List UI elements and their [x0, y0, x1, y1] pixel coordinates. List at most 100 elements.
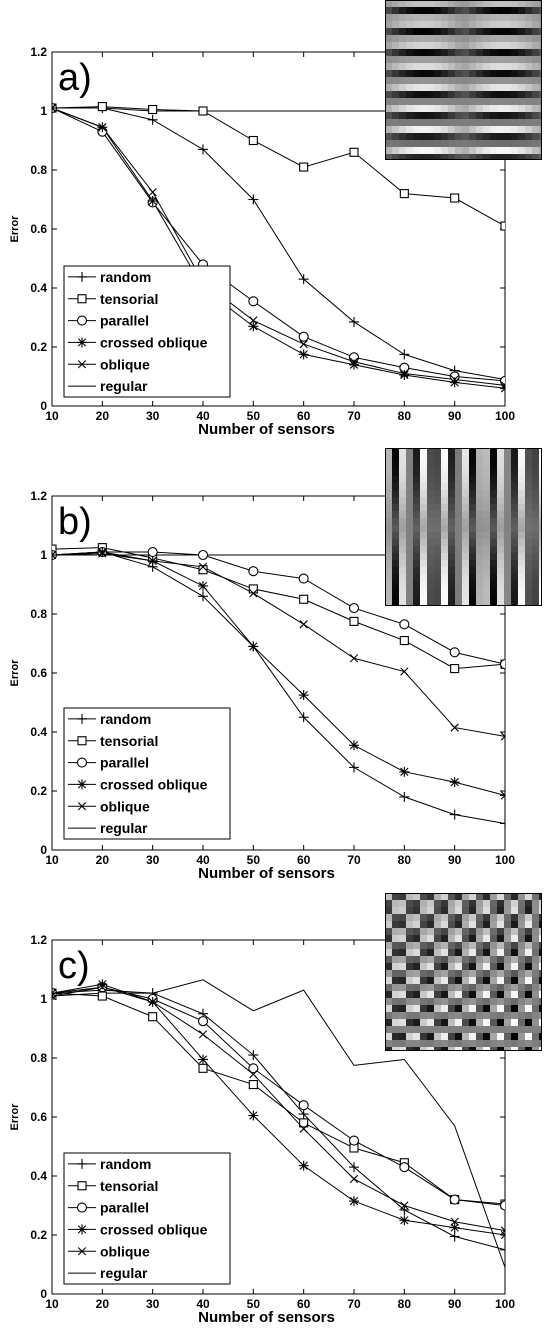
y-tick-label: 1.2	[30, 933, 47, 947]
x-tick-label: 30	[146, 853, 160, 867]
data-point-tensorial	[299, 162, 309, 172]
data-point-random	[198, 144, 208, 155]
data-point-tensorial	[299, 1118, 309, 1128]
data-point-tensorial	[349, 147, 359, 157]
inset-pattern-image	[385, 893, 542, 1051]
data-point-crossed-oblique	[399, 766, 410, 777]
x-tick-label: 10	[45, 409, 59, 423]
data-point-oblique	[400, 369, 409, 378]
data-point-oblique	[500, 732, 505, 741]
data-point-tensorial	[349, 616, 359, 626]
data-point-oblique	[249, 316, 258, 325]
y-tick-label: 0	[40, 843, 47, 857]
data-point-parallel	[449, 647, 460, 658]
x-tick-label: 40	[196, 409, 210, 423]
legend-label: oblique	[100, 798, 150, 814]
data-point-parallel	[499, 375, 505, 386]
x-tick-label: 60	[297, 1297, 311, 1311]
legend-label: tensorial	[100, 1178, 158, 1194]
data-point-tensorial	[248, 135, 258, 146]
data-point-crossed-oblique	[449, 1222, 460, 1233]
data-point-tensorial	[52, 544, 57, 554]
x-tick-label: 100	[495, 409, 515, 423]
y-tick-label: 0.2	[30, 1228, 47, 1242]
legend-marker	[76, 315, 88, 326]
data-point-parallel	[348, 1135, 360, 1146]
data-point-random	[399, 349, 410, 360]
chart-panel: 10 20 30 40 50 60 70 80 90 100 0 0.2 0.4 0.6 0.8 1 1.2 Nu…	[9, 45, 515, 438]
legend-item: tensorial	[68, 291, 158, 307]
panel-label: b)	[58, 501, 92, 543]
legend-item: random	[68, 1156, 151, 1172]
series-line-tensorial	[52, 992, 505, 1205]
data-point-parallel	[248, 566, 259, 577]
legend-item: tensorial	[68, 733, 158, 749]
legend-label: crossed oblique	[100, 776, 208, 792]
y-tick-label: 0	[40, 399, 47, 413]
y-axis-label: Error	[9, 215, 21, 243]
x-tick-label: 10	[45, 1297, 59, 1311]
data-point-oblique	[52, 550, 57, 560]
series-line-oblique	[52, 986, 505, 1232]
data-point-parallel	[147, 546, 158, 558]
legend-label: random	[100, 269, 151, 285]
x-tick-label: 30	[146, 1297, 160, 1311]
data-point-random	[198, 591, 208, 602]
y-tick-label: 1.2	[30, 45, 47, 59]
series-line-tensorial	[52, 106, 505, 227]
series-line-random	[52, 551, 505, 824]
data-point-random	[147, 114, 158, 125]
x-tick-label: 40	[196, 1297, 210, 1311]
y-tick-label: 1	[40, 548, 47, 562]
legend-label: parallel	[100, 755, 149, 771]
data-point-random	[248, 194, 259, 205]
y-axis-label: Error	[9, 659, 21, 687]
data-point-tensorial	[148, 104, 158, 115]
data-point-oblique	[198, 562, 208, 571]
data-point-oblique	[299, 1124, 308, 1133]
inset-pattern-image	[385, 448, 542, 606]
data-point-parallel	[399, 619, 410, 630]
legend-label: crossed oblique	[100, 1221, 208, 1237]
y-tick-label: 0.2	[30, 340, 47, 354]
x-tick-label: 20	[96, 853, 110, 867]
data-point-crossed-oblique	[298, 1160, 309, 1171]
data-point-random	[399, 791, 410, 802]
data-point-crossed-oblique	[500, 790, 505, 801]
x-tick-label: 100	[495, 853, 515, 867]
data-point-random	[500, 1244, 505, 1255]
y-tick-label: 0.4	[30, 1169, 47, 1183]
data-point-oblique	[98, 549, 107, 558]
x-tick-label: 50	[247, 853, 261, 867]
data-point-random	[349, 1162, 359, 1173]
x-tick-label: 20	[96, 409, 110, 423]
data-point-tensorial	[148, 1012, 158, 1022]
data-point-random	[500, 818, 505, 829]
series-line-crossed-oblique	[52, 551, 505, 796]
legend-item: regular	[68, 1265, 148, 1281]
series-line-oblique	[52, 553, 505, 737]
data-point-parallel	[499, 659, 505, 670]
data-point-random	[349, 316, 359, 327]
data-point-crossed-oblique	[198, 580, 208, 591]
data-point-parallel	[248, 296, 259, 307]
data-point-oblique	[52, 103, 57, 113]
data-point-oblique	[500, 1226, 505, 1235]
series-line-tensorial	[52, 547, 505, 670]
x-tick-label: 70	[347, 1297, 361, 1311]
legend-label: regular	[100, 378, 148, 394]
legend-label: parallel	[100, 1200, 149, 1216]
data-point-parallel	[248, 1063, 259, 1074]
data-point-oblique	[148, 556, 157, 566]
data-point-random	[449, 809, 460, 820]
data-point-tensorial	[299, 594, 309, 604]
y-tick-label: 1.2	[30, 489, 47, 503]
legend-item: parallel	[68, 1200, 149, 1216]
data-point-tensorial	[248, 1080, 258, 1090]
x-tick-label: 90	[448, 409, 462, 423]
data-point-oblique	[249, 589, 258, 598]
x-tick-label: 90	[448, 1297, 462, 1311]
legend-marker	[77, 294, 87, 304]
data-point-oblique	[299, 620, 308, 629]
x-axis-label: Number of sensors	[198, 1309, 335, 1326]
